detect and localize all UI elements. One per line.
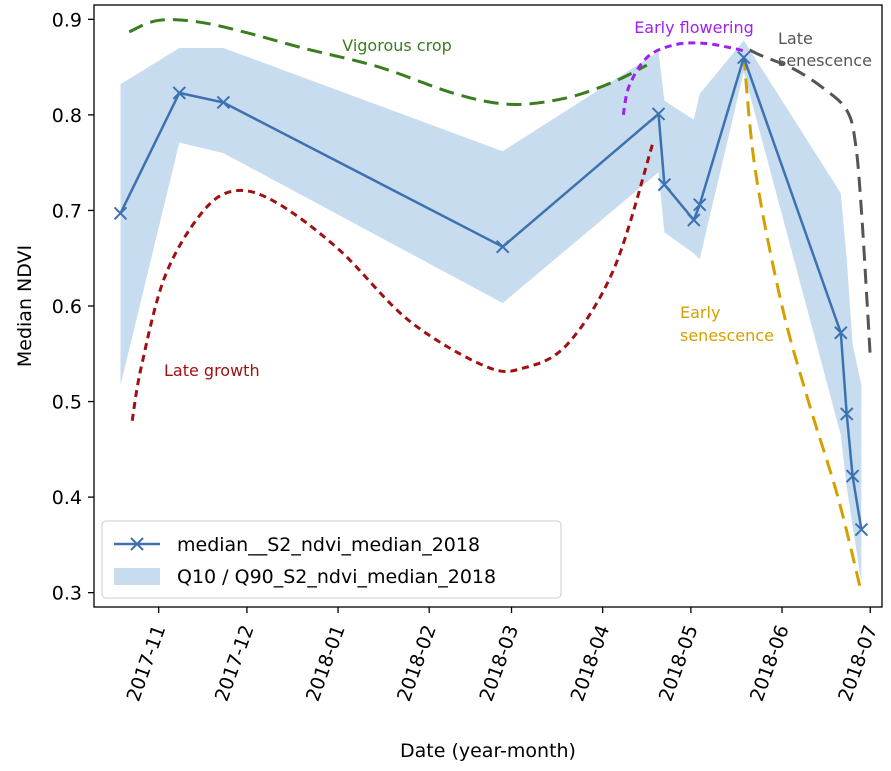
x-tick-label: 2018-05: [655, 622, 703, 704]
median-point-9: [834, 326, 848, 340]
median-point-2: [216, 95, 231, 110]
x-axis: 2017-11 2017-12 2018-01 2018-02 2018-03 2018-…: [123, 607, 882, 704]
x-tick-label: 2018-02: [393, 622, 441, 704]
x-tick-label: 2017-12: [211, 622, 259, 704]
legend-label-median: median__S2_ndvi_median_2018: [177, 534, 480, 556]
median-point-7: [692, 198, 707, 212]
annotation-label-early-flowering: Early flowering: [634, 18, 754, 37]
x-tick-label: 2018-01: [302, 622, 350, 704]
legend: median__S2_ndvi_median_2018 Q10 / Q90_S2…: [101, 520, 562, 599]
median-point-3: [495, 240, 510, 254]
annotation-curve-early-senescence: [742, 55, 863, 594]
x-axis-title: Date (year-month): [400, 740, 576, 762]
y-tick-label: 0.8: [52, 105, 82, 127]
median-point-8: [737, 50, 751, 65]
y-axis-title: Median NDVI: [14, 245, 36, 367]
y-tick-label: 0.9: [52, 9, 82, 31]
median-point-4: [651, 107, 666, 121]
quantile-band-layer: [120, 40, 862, 584]
x-tick-label: 2018-07: [834, 622, 882, 704]
annotation-curve-late-growth: [130, 143, 655, 421]
x-tick-label: 2018-03: [475, 622, 523, 704]
legend-label-band: Q10 / Q90_S2_ndvi_median_2018: [177, 566, 496, 588]
median-point-6: [687, 213, 701, 227]
x-tick-label: 2018-06: [746, 622, 794, 704]
x-tick-label: 2017-11: [123, 622, 171, 704]
y-tick-label: 0.4: [52, 487, 82, 509]
legend-band-swatch: [114, 568, 160, 585]
annotation-curve-vigorous-crop: [128, 18, 648, 106]
median-point-5: [657, 177, 672, 192]
legend-box: [101, 520, 562, 599]
median-point-1: [172, 86, 186, 100]
annotation-curve-late-senescence: [748, 48, 872, 356]
median-point-0: [113, 206, 128, 221]
x-tick-label: 2018-04: [567, 622, 615, 704]
legend-median-marker: [130, 537, 144, 551]
y-axis: 0.3 0.4 0.5 0.6 0.7 0.8 0.9: [52, 9, 94, 605]
y-tick-label: 0.7: [52, 200, 82, 222]
annotation-curves-layer: Vigorous crop Late growth Early flowering L…: [128, 18, 872, 594]
median-series-layer: [113, 50, 869, 537]
annotation-label-late-growth: Late growth: [164, 361, 260, 380]
median-point-10: [840, 407, 854, 421]
annotation-label-vigorous-crop: Vigorous crop: [342, 36, 452, 55]
y-tick-label: 0.5: [52, 392, 82, 414]
quantile-band: [120, 40, 862, 584]
median-point-12: [854, 522, 869, 537]
annotation-label-early-senescence: Early senescence: [680, 303, 774, 345]
annotation-curve-early-flowering: [621, 41, 748, 116]
median-point-11: [845, 469, 860, 483]
y-tick-label: 0.3: [52, 583, 82, 605]
y-tick-label: 0.6: [52, 296, 82, 318]
annotation-label-late-senescence: Late senescence: [778, 29, 872, 70]
